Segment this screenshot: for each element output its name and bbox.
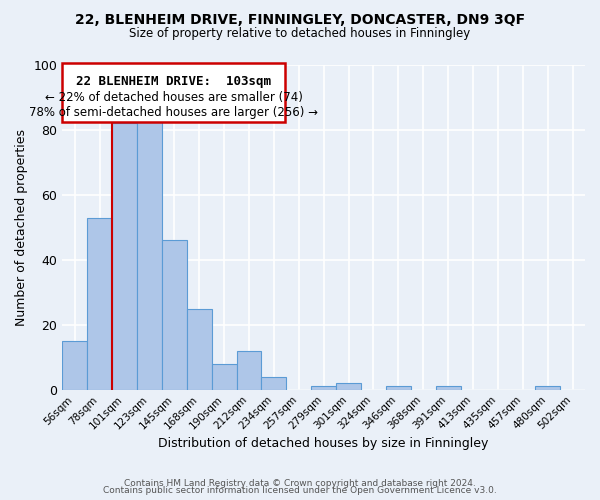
- Bar: [262, 376, 286, 390]
- Bar: [112, 124, 137, 390]
- Text: 22 BLENHEIM DRIVE:  103sqm: 22 BLENHEIM DRIVE: 103sqm: [76, 74, 271, 88]
- Bar: [212, 364, 236, 390]
- Bar: [386, 386, 411, 390]
- Text: ← 22% of detached houses are smaller (74): ← 22% of detached houses are smaller (74…: [45, 91, 302, 104]
- Text: 22, BLENHEIM DRIVE, FINNINGLEY, DONCASTER, DN9 3QF: 22, BLENHEIM DRIVE, FINNINGLEY, DONCASTE…: [75, 12, 525, 26]
- Bar: [311, 386, 336, 390]
- Bar: [162, 240, 187, 390]
- Bar: [535, 386, 560, 390]
- Bar: [137, 117, 162, 390]
- Bar: [87, 218, 112, 390]
- Text: Size of property relative to detached houses in Finningley: Size of property relative to detached ho…: [130, 28, 470, 40]
- FancyBboxPatch shape: [62, 64, 285, 122]
- Bar: [336, 383, 361, 390]
- Bar: [236, 351, 262, 390]
- Text: Contains HM Land Registry data © Crown copyright and database right 2024.: Contains HM Land Registry data © Crown c…: [124, 478, 476, 488]
- Bar: [187, 308, 212, 390]
- Bar: [62, 341, 87, 390]
- Y-axis label: Number of detached properties: Number of detached properties: [15, 129, 28, 326]
- Text: 78% of semi-detached houses are larger (256) →: 78% of semi-detached houses are larger (…: [29, 106, 318, 118]
- Text: Contains public sector information licensed under the Open Government Licence v3: Contains public sector information licen…: [103, 486, 497, 495]
- X-axis label: Distribution of detached houses by size in Finningley: Distribution of detached houses by size …: [158, 437, 489, 450]
- Bar: [436, 386, 461, 390]
